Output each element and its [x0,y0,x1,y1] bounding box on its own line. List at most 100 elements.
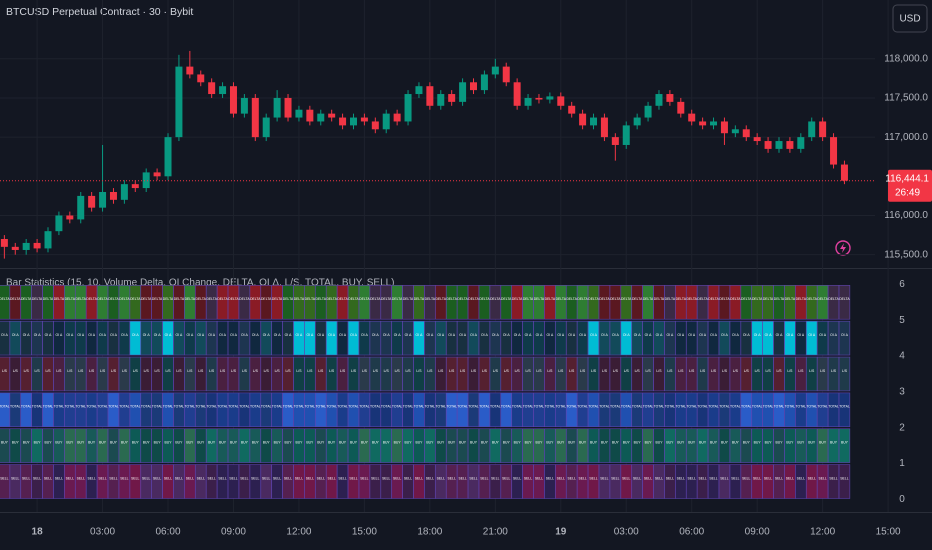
cell-label: BUY [66,441,74,445]
heatmap-cell [184,392,196,428]
heatmap-cell [129,464,141,499]
heatmap-cell [162,428,174,463]
heatmap-cell [435,285,447,320]
cell-label: TOTAL [446,405,457,409]
heatmap-cell [238,392,251,428]
heatmap-cell [456,428,469,463]
cell-label: BUY [285,441,293,445]
heatmap-cell [271,285,283,320]
heatmap-cell [260,392,272,428]
heatmap-cell [96,392,109,428]
heatmap-cell [227,428,240,463]
heatmap-cell [707,356,720,392]
heatmap-cell [718,320,731,356]
heatmap-cell [565,320,578,356]
heatmap-cell [325,285,338,320]
cell-label: L/S [264,369,270,373]
heatmap-cell [827,356,840,392]
heatmap-cell [315,464,327,499]
cell-label: BUY [481,441,489,445]
indicator-title: Bar Statistics (15, 10, Volume Delta, OI… [6,278,395,289]
cell-label: BUY [514,441,522,445]
cell-label: BUY [841,441,849,445]
cell-label: OI Δ [437,333,445,337]
heatmap-cell [555,428,567,463]
heatmap-cell [216,464,229,499]
heatmap-cell [85,392,98,428]
cell-label: SELL [415,476,423,480]
heatmap-cell [358,428,371,463]
cell-label: TOTAL [348,405,359,409]
cell-label: DELTA [796,297,807,301]
cell-label: TOTAL [239,405,250,409]
candle-body [720,121,728,134]
cell-label: BUY [688,441,696,445]
cell-label: BUY [274,441,282,445]
cell-label: OI Δ [656,333,664,337]
cell-label: TOTAL [555,405,566,409]
heatmap-cell [718,392,731,428]
cell-label: DELTA [556,297,567,301]
cell-label: TOTAL [795,405,806,409]
heatmap-cell [162,464,174,499]
cell-label: OI Δ [710,333,718,337]
heatmap-cell [609,285,622,320]
cell-label: BUY [328,441,336,445]
heatmap-cell [522,285,534,320]
cell-label: OI Δ [252,333,260,337]
cell-label: L/S [209,369,215,373]
heatmap-cell [304,320,316,356]
cell-label: DELTA [348,297,359,301]
cell-label: DELTA [588,297,599,301]
cell-label: TOTAL [217,405,228,409]
heatmap-cell [686,320,698,356]
cell-label: L/S [842,369,848,373]
currency-button[interactable] [892,4,928,33]
heatmap-cell [445,356,458,392]
heatmap-cell [336,464,349,499]
candle-body [22,242,30,250]
cell-label: DELTA [130,297,141,301]
cell-label: OI Δ [536,333,544,337]
heatmap-cell [151,285,163,320]
candle-body [33,242,41,249]
heatmap-cell [664,356,676,392]
cell-label: BUY [492,441,500,445]
heatmap-cell [304,464,316,499]
candle-body [229,86,237,114]
currency-label[interactable]: USD [899,14,920,25]
cell-label: TOTAL [501,405,512,409]
heatmap-cell [380,320,392,356]
cell-label: OI Δ [165,333,173,337]
candle-body [808,121,816,138]
cell-label: OI Δ [361,333,369,337]
cell-label: SELL [458,476,466,480]
heatmap-cell [631,464,643,499]
cell-label: DELTA [763,297,774,301]
cell-label: OI Δ [274,333,282,337]
cell-label: OI Δ [503,333,511,337]
cell-label: SELL [77,476,85,480]
cell-label: TOTAL [763,405,774,409]
heatmap-cell [42,464,54,499]
x-tick-label: 03:00 [90,527,115,538]
heatmap-cell [347,392,360,428]
cell-label: OI Δ [568,333,576,337]
cell-label: DELTA [501,297,512,301]
cell-label: OI Δ [263,333,271,337]
heatmap-cell [740,285,752,320]
heatmap-cell [424,392,436,428]
heatmap-cell [358,392,371,428]
heatmap-cell [118,392,131,428]
candle-body [524,97,532,106]
heatmap-cell [282,356,294,392]
cell-label: DELTA [54,297,65,301]
heatmap-cell [456,285,469,320]
heatmap-cell [587,428,600,463]
cell-label: L/S [493,369,499,373]
x-tick-label: 06:00 [679,527,704,538]
cell-label: L/S [613,369,619,373]
cell-label: TOTAL [65,405,76,409]
cell-label: OI Δ [99,333,107,337]
heatmap-cell [96,356,109,392]
